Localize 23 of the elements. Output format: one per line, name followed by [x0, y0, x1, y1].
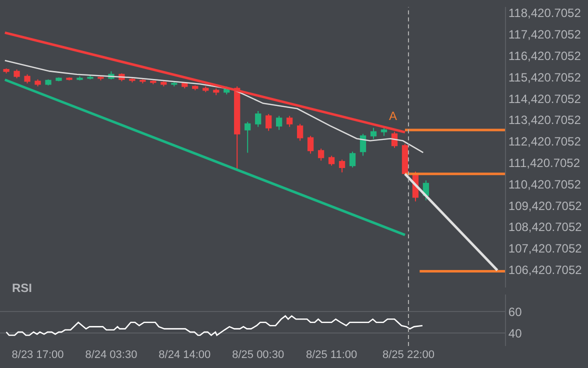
y-tick-label: 116,420.7052 — [508, 48, 582, 63]
x-tick-label: 8/25 00:30 — [232, 349, 284, 361]
y-tick-label: 113,420.7052 — [508, 113, 582, 128]
y-tick-label: 106,420.7052 — [508, 262, 582, 277]
y-tick-label: 115,420.7052 — [508, 70, 582, 84]
y-tick-label: 60 — [508, 304, 522, 319]
y-tick-label: 118,420.7052 — [508, 6, 582, 20]
x-tick-label: 8/23 17:00 — [12, 349, 64, 361]
y-tick-label: 40 — [508, 326, 522, 340]
y-tick-label: 107,420.7052 — [508, 242, 582, 256]
y-tick-label: 110,420.7052 — [508, 177, 582, 192]
annotation: A — [389, 109, 398, 123]
y-tick-label: 114,420.7052 — [508, 92, 582, 106]
y-tick-label: 117,420.7052 — [508, 28, 582, 42]
x-tick-label: 8/24 14:00 — [158, 349, 211, 361]
y-tick-label: 108,420.7052 — [508, 220, 582, 234]
chart-title: RSI — [12, 281, 32, 295]
x-tick-label: 8/25 22:00 — [382, 349, 434, 361]
x-tick-label: 8/25 11:00 — [306, 349, 358, 361]
y-tick-label: 112,420.7052 — [508, 134, 582, 149]
y-tick-label: 109,420.7052 — [508, 198, 582, 213]
x-tick-label: 8/24 03:30 — [85, 349, 138, 361]
y-tick-label: 111,420.7052 — [508, 156, 580, 170]
